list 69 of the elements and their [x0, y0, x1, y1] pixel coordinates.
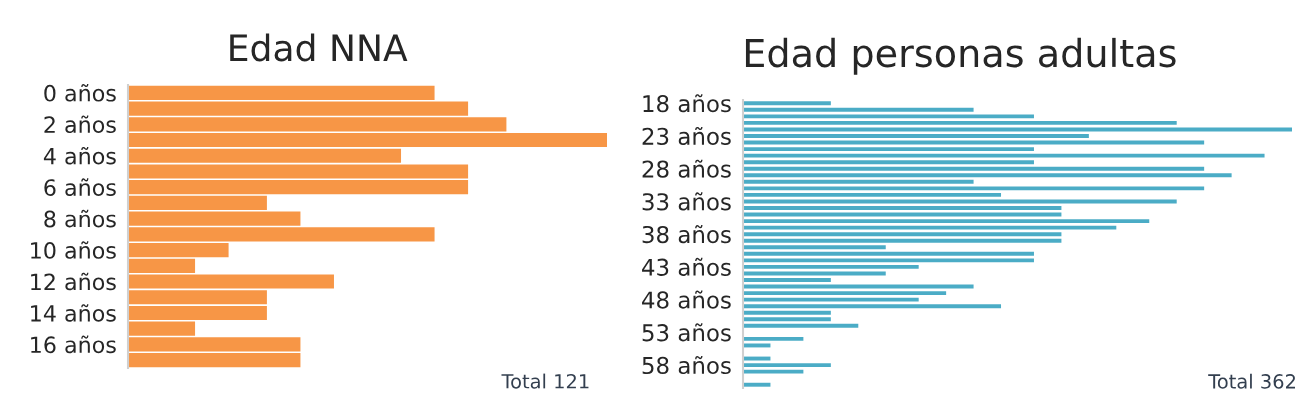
bar — [743, 271, 886, 276]
bar — [743, 245, 886, 250]
bar — [128, 305, 267, 321]
annotation: Total 362 — [1208, 373, 1295, 389]
bar — [128, 243, 229, 258]
bar — [743, 369, 804, 374]
y-tick-label: 18 años — [643, 94, 731, 113]
bar — [743, 212, 1062, 217]
bar — [743, 297, 919, 302]
bar — [743, 173, 1232, 178]
bar — [743, 363, 831, 368]
chart-title: Edad NNA — [230, 33, 408, 62]
y-tick-label: 8 años — [44, 209, 116, 228]
chart-title: Edad personas adultas — [745, 37, 1176, 75]
y-tick-label: 4 años — [43, 146, 116, 165]
bar — [128, 353, 301, 368]
y-tick-label: 6 años — [44, 178, 116, 196]
bar — [743, 153, 1265, 158]
y-tick-label: 28 años — [642, 159, 731, 178]
bar — [743, 323, 859, 328]
y-tick-label: 0 años — [44, 84, 116, 102]
bar — [743, 258, 1034, 263]
bar — [743, 186, 1205, 191]
bar — [128, 195, 267, 210]
y-tick-label: 2 años — [44, 115, 116, 134]
y-tick-label: 53 años — [642, 323, 731, 342]
bar — [743, 219, 1150, 224]
bar — [743, 382, 771, 387]
y-tick-label: 12 años — [31, 272, 116, 291]
bar — [743, 251, 1034, 256]
bar — [743, 127, 1292, 132]
y-tick-label: 16 años — [31, 335, 116, 354]
bar — [743, 140, 1205, 145]
bar — [743, 107, 974, 112]
bar — [743, 310, 831, 315]
bar — [743, 343, 771, 348]
y-tick-label: 58 años — [642, 355, 731, 375]
bar — [743, 225, 1117, 230]
bar — [743, 147, 1034, 152]
bar — [743, 206, 1062, 210]
bar — [743, 120, 1177, 125]
y-tick-label: 33 años — [642, 192, 731, 211]
bar — [743, 134, 1089, 138]
bar — [128, 85, 435, 100]
y-tick-label: 43 años — [642, 257, 731, 276]
bar — [743, 264, 919, 269]
bar — [743, 304, 1002, 309]
y-tick-label: 48 años — [642, 290, 731, 309]
bar — [743, 317, 831, 322]
bar — [743, 192, 1002, 197]
y-tick-label: 38 años — [642, 225, 731, 244]
bar — [743, 160, 1034, 165]
bar — [743, 101, 831, 106]
bar — [743, 238, 1062, 243]
text: Total 121 — [501, 373, 589, 389]
y-tick-label: 14 años — [31, 304, 116, 322]
y-tick-label: 23 años — [642, 126, 731, 146]
bar — [743, 336, 804, 341]
bar — [743, 356, 771, 361]
bar — [128, 132, 607, 148]
bar — [743, 114, 1034, 119]
bar — [743, 199, 1177, 204]
bar — [743, 278, 831, 282]
bar — [743, 291, 947, 296]
bar — [743, 232, 1062, 237]
bar — [743, 284, 974, 289]
y-tick-label: 10 años — [31, 241, 116, 259]
bar — [743, 166, 1205, 171]
bar — [743, 179, 974, 184]
